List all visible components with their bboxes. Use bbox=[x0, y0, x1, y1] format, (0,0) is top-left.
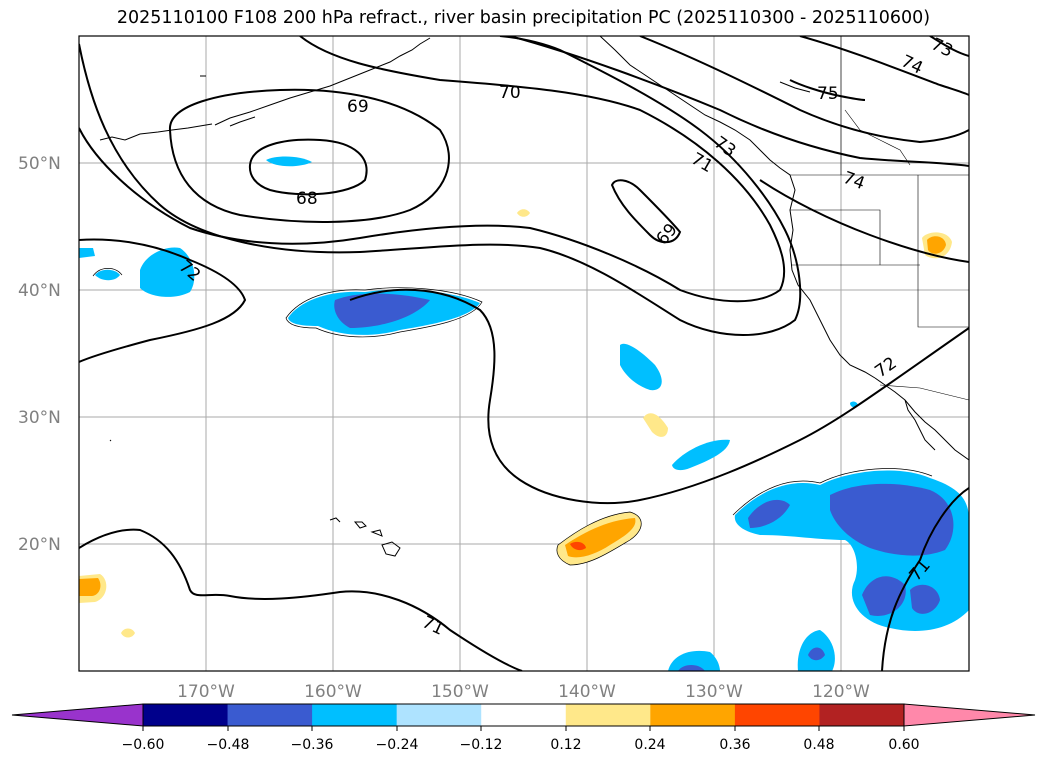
colorbar-swatch bbox=[565, 704, 651, 726]
contour-label: 75 bbox=[817, 84, 839, 104]
lat-label-50n: 50°N bbox=[18, 154, 61, 174]
longitude-labels: 170°W 160°W 150°W 140°W 130°W 120°W bbox=[177, 682, 870, 702]
colorbar-swatch bbox=[819, 704, 905, 726]
contour-label: 69 bbox=[347, 97, 369, 117]
lat-label-20n: 20°N bbox=[18, 535, 61, 555]
lon-label-170w: 170°W bbox=[177, 682, 235, 702]
colorbar-swatch bbox=[312, 704, 398, 726]
colorbar-ticks bbox=[142, 726, 905, 731]
colorbar-tick-label: −0.60 bbox=[122, 737, 165, 753]
refractivity-contours bbox=[79, 36, 969, 671]
colorbar-swatch bbox=[734, 704, 820, 726]
colorbar-swatch bbox=[12, 704, 143, 726]
lon-label-150w: 150°W bbox=[431, 682, 489, 702]
colorbar-swatch bbox=[481, 704, 567, 726]
colorbar-tick-label: −0.36 bbox=[291, 737, 334, 753]
colorbar-tick-label: 0.24 bbox=[634, 737, 665, 753]
colorbar-swatch bbox=[650, 704, 736, 726]
colorbar-tick-label: 0.60 bbox=[888, 737, 919, 753]
colorbar-swatches bbox=[12, 704, 1035, 726]
colorbar-tick-label: 0.48 bbox=[803, 737, 834, 753]
lon-label-130w: 130°W bbox=[685, 682, 743, 702]
positive-pc-regions bbox=[79, 209, 952, 638]
colorbar-swatch bbox=[143, 704, 229, 726]
colorbar-tick-label: −0.24 bbox=[376, 737, 419, 753]
colorbar-tick-label: −0.48 bbox=[207, 737, 250, 753]
colorbar-frame bbox=[142, 703, 905, 727]
lon-label-120w: 120°W bbox=[812, 682, 870, 702]
map-frame bbox=[78, 35, 970, 672]
lon-label-160w: 160°W bbox=[304, 682, 362, 702]
colorbar: −0.60 −0.48 −0.36 −0.24 −0.12 0.12 0.24 … bbox=[11, 703, 1036, 753]
colorbar-tick-label: 0.36 bbox=[719, 737, 750, 753]
lat-label-40n: 40°N bbox=[18, 281, 61, 301]
colorbar-swatch bbox=[227, 704, 313, 726]
coastlines bbox=[99, 36, 969, 557]
shade-outlines bbox=[92, 268, 933, 566]
colorbar-tick-label: 0.12 bbox=[550, 737, 581, 753]
contour-label: 68 bbox=[296, 189, 318, 209]
latitude-labels: 50°N 40°N 30°N 20°N bbox=[18, 154, 61, 555]
colorbar-tick-labels: −0.60 −0.48 −0.36 −0.24 −0.12 0.12 0.24 … bbox=[122, 737, 920, 753]
colorbar-swatch bbox=[904, 704, 1035, 726]
contour-label: 70 bbox=[499, 83, 521, 103]
lat-label-30n: 30°N bbox=[18, 408, 61, 428]
lon-label-140w: 140°W bbox=[558, 682, 616, 702]
map-panel: 68 69 69 70 71 71 71 72 72 73 73 74 74 7… bbox=[78, 35, 970, 672]
colorbar-tick-label: −0.12 bbox=[460, 737, 503, 753]
map-title: 2025110100 F108 200 hPa refract., river … bbox=[116, 8, 931, 28]
negative-pc-regions bbox=[79, 156, 969, 671]
colorbar-swatch bbox=[396, 704, 482, 726]
